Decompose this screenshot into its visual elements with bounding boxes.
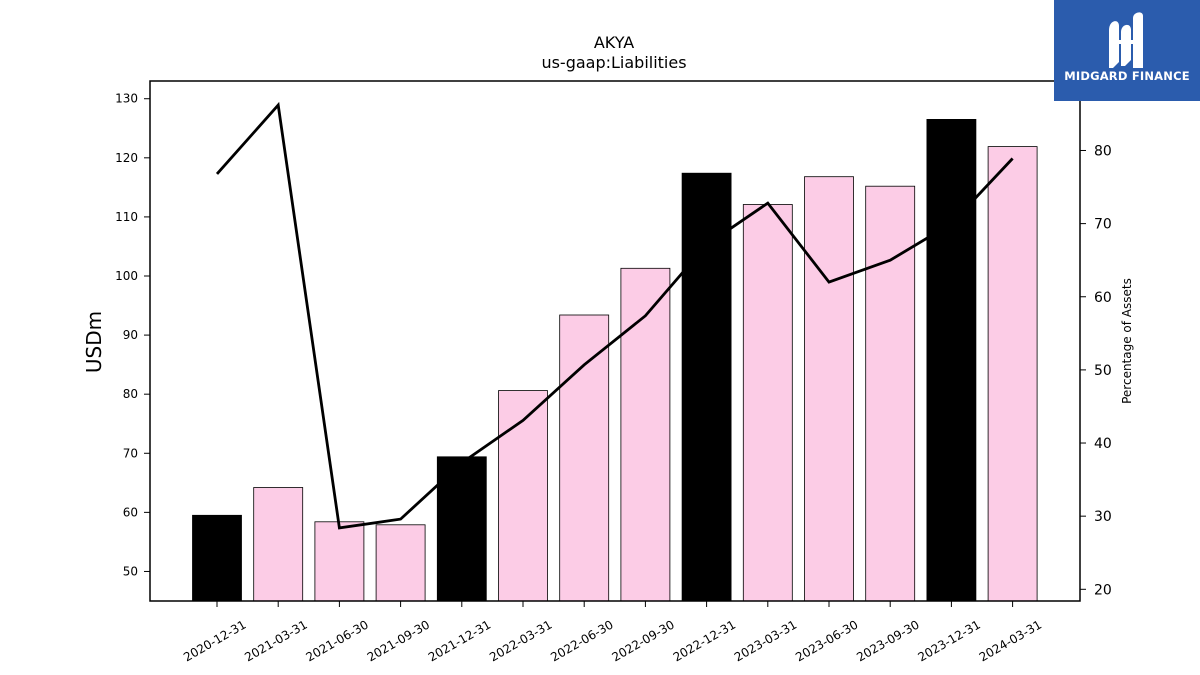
brand-logo: MIDGARD FINANCE [1054,0,1200,101]
percentage-of-assets-line [215,101,1014,530]
y-axis-label-left: USDm [82,311,106,373]
x-tick-label: 2022-12-31 [671,617,738,664]
y-axis-left: 50 60 70 80 90 100 110 120 130 [115,92,150,578]
bar-2023-03-31 [742,204,793,602]
y-tick-label-left: 50 [123,564,138,578]
x-tick-label: 2022-09-30 [609,617,676,664]
y-tick-label-left: 80 [123,387,138,401]
y-tick-label-left: 120 [115,151,138,165]
y-tick-label-left: 60 [123,505,138,519]
logo-mark-icon [1109,12,1143,68]
plot-frame [149,80,1081,602]
y-tick-label-right: 80 [1094,143,1112,159]
bar-2020-12-31 [192,514,242,602]
x-tick-label: 2022-03-31 [487,617,554,664]
x-tick-label: 2023-12-31 [915,617,982,664]
bar-2023-09-30 [865,185,916,602]
x-tick-label: 2021-06-30 [303,617,370,664]
bar-2021-06-30 [314,521,365,602]
x-tick-label: 2023-06-30 [793,617,860,664]
bar-2022-09-30 [620,267,671,602]
logo-text: MIDGARD FINANCE [1064,69,1190,83]
bars-layer [192,119,1038,602]
x-tick-label: 2021-03-31 [242,617,309,664]
bar-2022-06-30 [559,314,610,602]
chart-title: AKYA [594,33,634,52]
bar-2024-03-31 [987,146,1038,602]
y-tick-label-right: 60 [1094,290,1112,306]
y-tick-label-left: 110 [115,210,138,224]
y-tick-label-left: 100 [115,269,138,283]
bar-2023-12-31 [926,119,977,602]
x-axis: 2020-12-312021-03-312021-06-302021-09-30… [181,601,1044,664]
y-tick-label-right: 50 [1094,363,1112,379]
x-tick-label: 2021-12-31 [426,617,493,664]
y-axis-right: 20 30 40 50 60 70 80 [1080,143,1112,598]
y-tick-label-left: 90 [123,328,138,342]
y-tick-label-right: 70 [1094,217,1112,233]
y-tick-label-right: 40 [1094,436,1112,452]
line-layer [215,101,1014,530]
bar-2021-03-31 [253,487,304,602]
x-tick-label: 2023-03-31 [732,617,799,664]
y-tick-label-left: 130 [115,92,138,106]
bar-2022-12-31 [681,172,732,602]
chart-subtitle: us-gaap:Liabilities [541,53,686,72]
x-tick-label: 2020-12-31 [181,617,248,664]
y-tick-label-right: 20 [1094,582,1112,598]
x-tick-label: 2024-03-31 [977,617,1044,664]
y-tick-label-left: 70 [123,446,138,460]
y-tick-label-right: 30 [1094,509,1112,525]
x-tick-label: 2022-06-30 [548,617,615,664]
bar-2023-06-30 [804,176,854,602]
x-tick-label: 2023-09-30 [854,617,921,664]
bar-2021-09-30 [375,524,426,602]
bar-2021-12-31 [436,456,487,602]
bar-2022-03-31 [498,390,548,602]
y-axis-label-right: Percentage of Assets [1120,278,1134,404]
x-tick-label: 2021-09-30 [365,617,432,664]
